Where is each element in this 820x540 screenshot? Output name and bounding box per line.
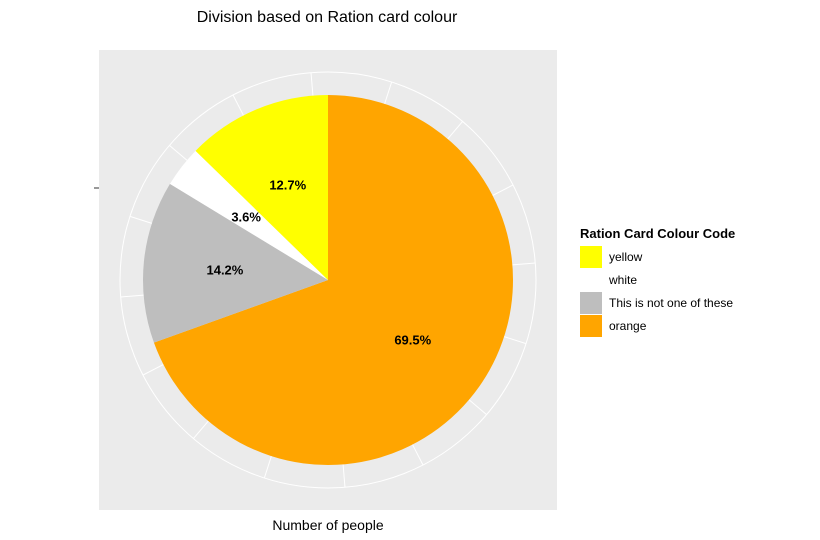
grid-radial-line	[447, 121, 463, 140]
grid-radial-line	[169, 145, 188, 161]
grid-radial-line	[412, 444, 424, 466]
slice-value-label: 3.6%	[231, 210, 261, 225]
legend-items: yellow white This is not one of these orang…	[580, 246, 733, 337]
legend-key	[580, 315, 602, 337]
grid-radial-line	[120, 294, 144, 298]
polar-grid	[119, 71, 537, 489]
grid-radial-line	[193, 420, 209, 439]
legend-label: yellow	[609, 250, 643, 264]
grid-radial-line	[310, 72, 314, 96]
x-axis-title: Number of people	[272, 517, 384, 533]
legend-label: orange	[609, 319, 647, 333]
grid-radial-line	[503, 336, 527, 345]
slice-value-label: 14.2%	[206, 263, 243, 278]
pie-slice-this-is-not-one-of-these	[143, 183, 328, 343]
grid-radial-line	[512, 262, 536, 266]
slice-labels: 69.5% 14.2% 3.6% 12.7%	[206, 178, 431, 348]
grid-radial-line	[384, 81, 393, 105]
legend: Ration Card Colour Code yellow white This …	[580, 226, 735, 337]
grid-radial-line	[468, 399, 487, 415]
legend-key	[580, 292, 602, 314]
grid-ring	[119, 71, 537, 489]
legend-key	[580, 246, 602, 268]
legend-title: Ration Card Colour Code	[580, 226, 735, 241]
grid-radial-line	[492, 184, 514, 196]
pie-slice-white	[169, 150, 328, 280]
grid-radial-line	[142, 364, 164, 376]
pie-slice-yellow	[195, 95, 328, 280]
grid-radial-line	[232, 94, 244, 116]
grid-radial-line	[342, 464, 346, 488]
pie-slice-orange	[153, 95, 513, 465]
grid-radial-line	[129, 215, 153, 224]
pie-slices	[143, 95, 513, 465]
legend-key	[580, 269, 602, 291]
legend-label: white	[608, 273, 637, 287]
slice-value-label: 12.7%	[269, 178, 306, 193]
legend-label: This is not one of these	[609, 296, 733, 310]
chart-title: Division based on Ration card colour	[197, 9, 458, 26]
grid-radial-line	[263, 455, 272, 479]
slice-value-label: 69.5%	[394, 333, 431, 348]
